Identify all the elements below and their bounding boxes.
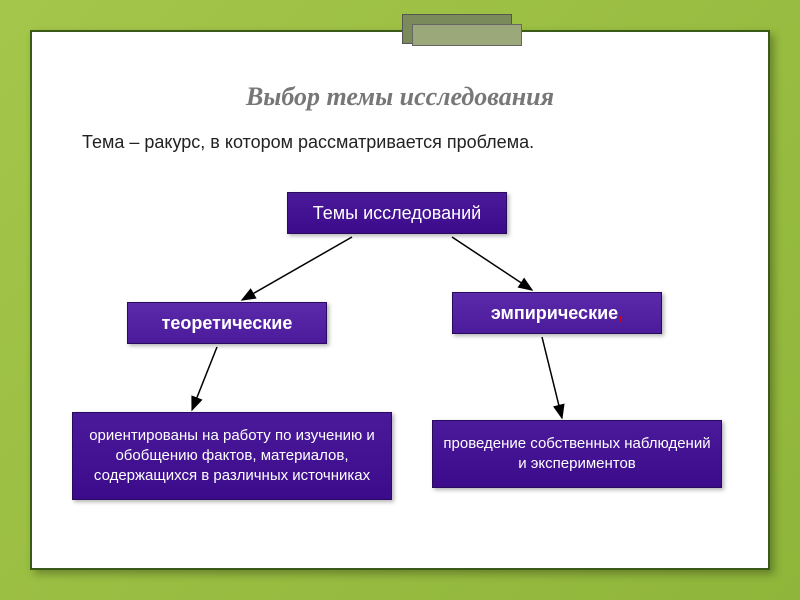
edge-root-right xyxy=(452,237,532,290)
node-empirical-comma: , xyxy=(618,303,623,324)
node-empirical: эмпирические, xyxy=(452,292,662,334)
content-card: Выбор темы исследования Тема – ракурс, в… xyxy=(30,30,770,570)
page-title: Выбор темы исследования xyxy=(32,82,768,112)
node-empirical-desc: проведение собственных наблюдений и эксп… xyxy=(432,420,722,488)
page-subtitle: Тема – ракурс, в котором рассматривается… xyxy=(82,132,718,153)
node-root: Темы исследований xyxy=(287,192,507,234)
slide-frame: Выбор темы исследования Тема – ракурс, в… xyxy=(0,0,800,600)
edge-right-desc xyxy=(542,337,562,418)
tab-decoration-front xyxy=(412,24,522,46)
edge-root-left xyxy=(242,237,352,300)
edge-left-desc xyxy=(192,347,217,410)
node-empirical-label: эмпирические xyxy=(491,303,618,324)
node-theoretical: теоретические xyxy=(127,302,327,344)
node-theoretical-desc: ориентированы на работу по изучению и об… xyxy=(72,412,392,500)
